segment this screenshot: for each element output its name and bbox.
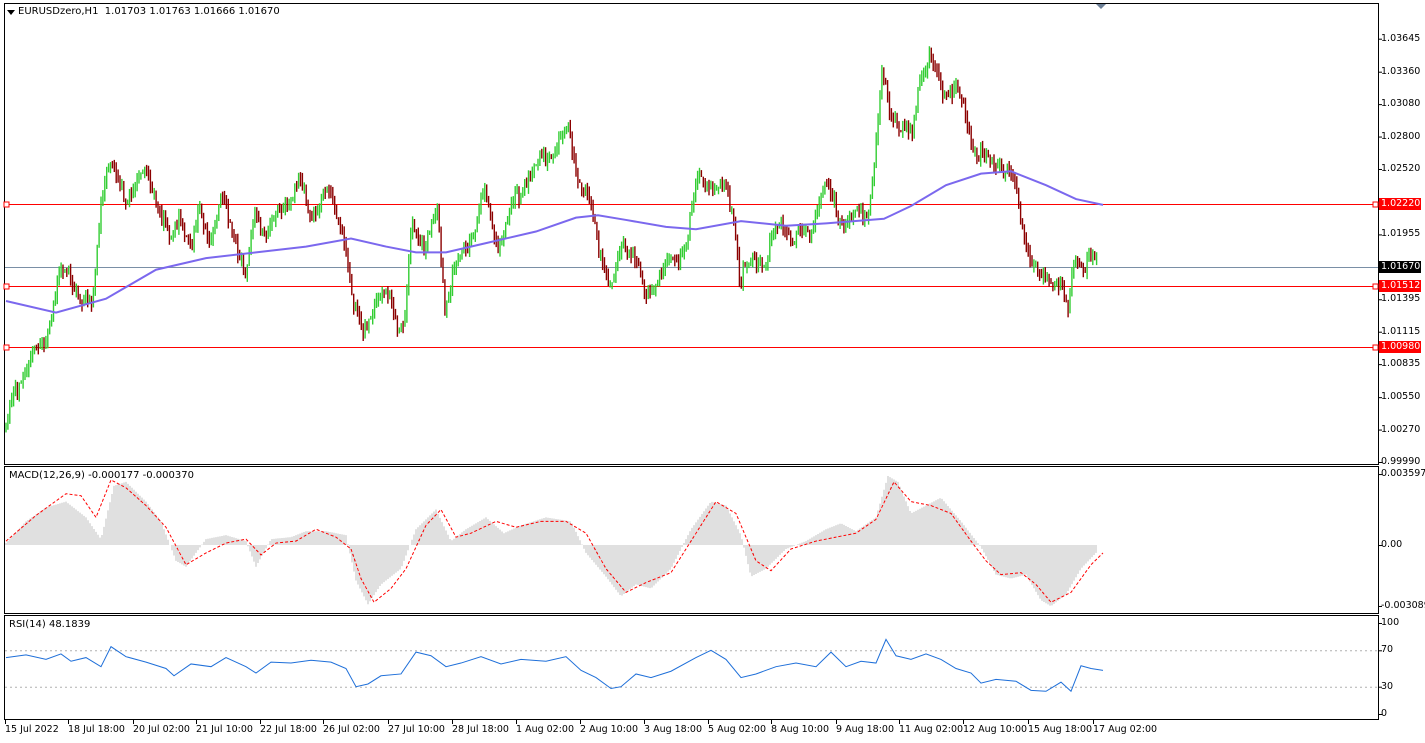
x-tick-label: 22 Jul 18:00: [260, 724, 317, 735]
y-tick-label: 30: [1381, 680, 1394, 692]
x-tick-label: 3 Aug 18:00: [644, 724, 703, 735]
macd-pane-border: [4, 466, 1379, 614]
y-tick-label: 1.00550: [1381, 391, 1421, 403]
x-tick-label: 21 Jul 10:00: [196, 724, 253, 735]
price-badge: 1.01670: [1379, 261, 1421, 274]
price-chart-title: EURUSDzero,H1 1.01703 1.01763 1.01666 1.…: [18, 6, 280, 17]
symbol-title: EURUSDzero,H1: [18, 6, 99, 17]
price-pane: [3, 46, 1379, 433]
chart-menu-icon[interactable]: [7, 10, 15, 15]
x-tick-label: 8 Aug 10:00: [771, 724, 830, 735]
x-tick-label: 11 Aug 02:00: [899, 724, 964, 735]
y-tick-label: 1.01395: [1381, 293, 1421, 305]
level-handle-right-2[interactable]: [1372, 344, 1379, 351]
y-tick-label: 0: [1381, 708, 1388, 719]
rsi-title: RSI(14) 48.1839: [9, 619, 91, 630]
x-tick-label: 28 Jul 18:00: [452, 724, 509, 735]
level-handle-right-0[interactable]: [1372, 201, 1379, 208]
x-tick-label: 1 Aug 02:00: [516, 724, 575, 735]
x-tick-label: 20 Jul 02:00: [133, 724, 190, 735]
x-tick-label: 5 Aug 02:00: [708, 724, 767, 735]
main-pane-border: [4, 3, 1379, 465]
macd-signal-line: [5, 479, 1104, 604]
rsi-pane: [5, 638, 1378, 693]
price-badge: 1.01512: [1379, 279, 1421, 292]
y-tick-label: -0.003089: [1381, 599, 1425, 611]
y-tick-label: 1.00270: [1381, 423, 1421, 435]
y-tick-label: 1.02800: [1381, 130, 1421, 142]
y-tick-label: 1.01115: [1381, 325, 1421, 337]
x-tick-label: 9 Aug 18:00: [836, 724, 895, 735]
y-tick-label: 0.003597: [1381, 468, 1425, 480]
y-tick-label: 100: [1381, 617, 1400, 628]
macd-title: MACD(12,26,9) -0.000177 -0.000370: [9, 470, 194, 481]
x-tick-label: 2 Aug 10:00: [580, 724, 639, 735]
rsi-line: [5, 638, 1104, 693]
y-tick-label: 1.01955: [1381, 228, 1421, 240]
level-handle-left-2[interactable]: [3, 344, 10, 351]
price-badge: 1.00980: [1379, 341, 1421, 354]
y-tick-label: 1.02520: [1381, 162, 1421, 174]
price-badge: 1.02220: [1379, 197, 1421, 210]
y-tick-label: 1.00835: [1381, 358, 1421, 370]
x-tick-label: 26 Jul 02:00: [323, 724, 380, 735]
x-tick-label: 15 Aug 18:00: [1028, 724, 1093, 735]
y-tick-label: 1.03080: [1381, 98, 1421, 110]
y-tick-label: 0.99990: [1381, 456, 1421, 467]
axis-ticks: [5, 38, 1382, 724]
moving-average-line: [5, 170, 1104, 314]
level-handle-left-0[interactable]: [3, 201, 10, 208]
y-tick-label: 1.03645: [1381, 32, 1421, 44]
x-tick-label: 18 Jul 18:00: [68, 724, 125, 735]
y-tick-label: 0.00: [1381, 539, 1403, 551]
level-handle-right-1[interactable]: [1372, 283, 1379, 290]
x-tick-label: 12 Aug 10:00: [963, 724, 1028, 735]
rsi-pane-border: [4, 615, 1379, 720]
y-tick-label: 1.03360: [1381, 65, 1421, 77]
chart-shift-marker-icon[interactable]: [1096, 4, 1106, 9]
x-tick-label: 15 Jul 2022: [5, 724, 59, 735]
x-tick-label: 27 Jul 10:00: [388, 724, 445, 735]
x-tick-label: 17 Aug 02:00: [1093, 724, 1158, 735]
ohlc-values: 1.01703 1.01763 1.01666 1.01670: [104, 6, 280, 17]
macd-pane: [5, 475, 1104, 606]
level-handle-left-1[interactable]: [3, 283, 10, 290]
y-tick-label: 70: [1381, 644, 1394, 656]
